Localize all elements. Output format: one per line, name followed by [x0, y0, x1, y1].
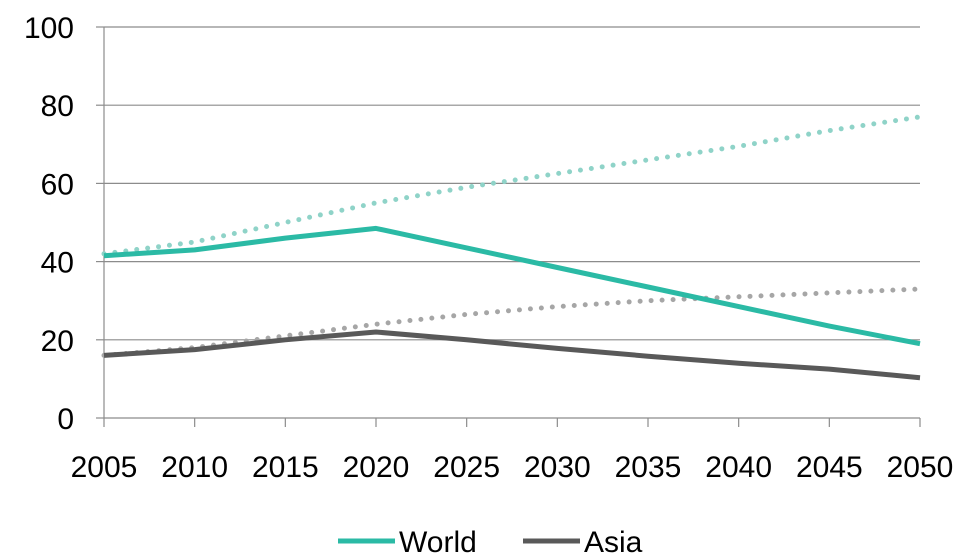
- y-tick-label: 60: [41, 168, 74, 201]
- y-tick-label: 40: [41, 247, 74, 280]
- legend-label-world: World: [399, 526, 477, 554]
- x-tick-label: 2050: [887, 451, 954, 484]
- series-line-dotted-2: [104, 117, 920, 254]
- y-tick-label: 20: [41, 325, 74, 358]
- y-tick-label: 80: [41, 90, 74, 123]
- x-tick-label: 2045: [796, 451, 863, 484]
- gridlines: [104, 27, 920, 340]
- x-tick-label: 2020: [343, 451, 410, 484]
- legend: World Asia: [338, 526, 643, 554]
- series-lines: [104, 117, 920, 378]
- legend-label-asia: Asia: [584, 526, 643, 554]
- x-tick-label: 2025: [433, 451, 500, 484]
- x-tick-label: 2015: [252, 451, 319, 484]
- x-tick-label: 2010: [161, 451, 228, 484]
- x-tick-label: 2005: [71, 451, 138, 484]
- x-tick-label: 2030: [524, 451, 591, 484]
- series-line-asia: [104, 332, 920, 378]
- y-tick-label: 0: [57, 403, 74, 436]
- x-tick-label: 2035: [615, 451, 682, 484]
- y-tick-label: 100: [24, 12, 74, 45]
- x-tick-label: 2040: [705, 451, 772, 484]
- series-line-world: [104, 228, 920, 343]
